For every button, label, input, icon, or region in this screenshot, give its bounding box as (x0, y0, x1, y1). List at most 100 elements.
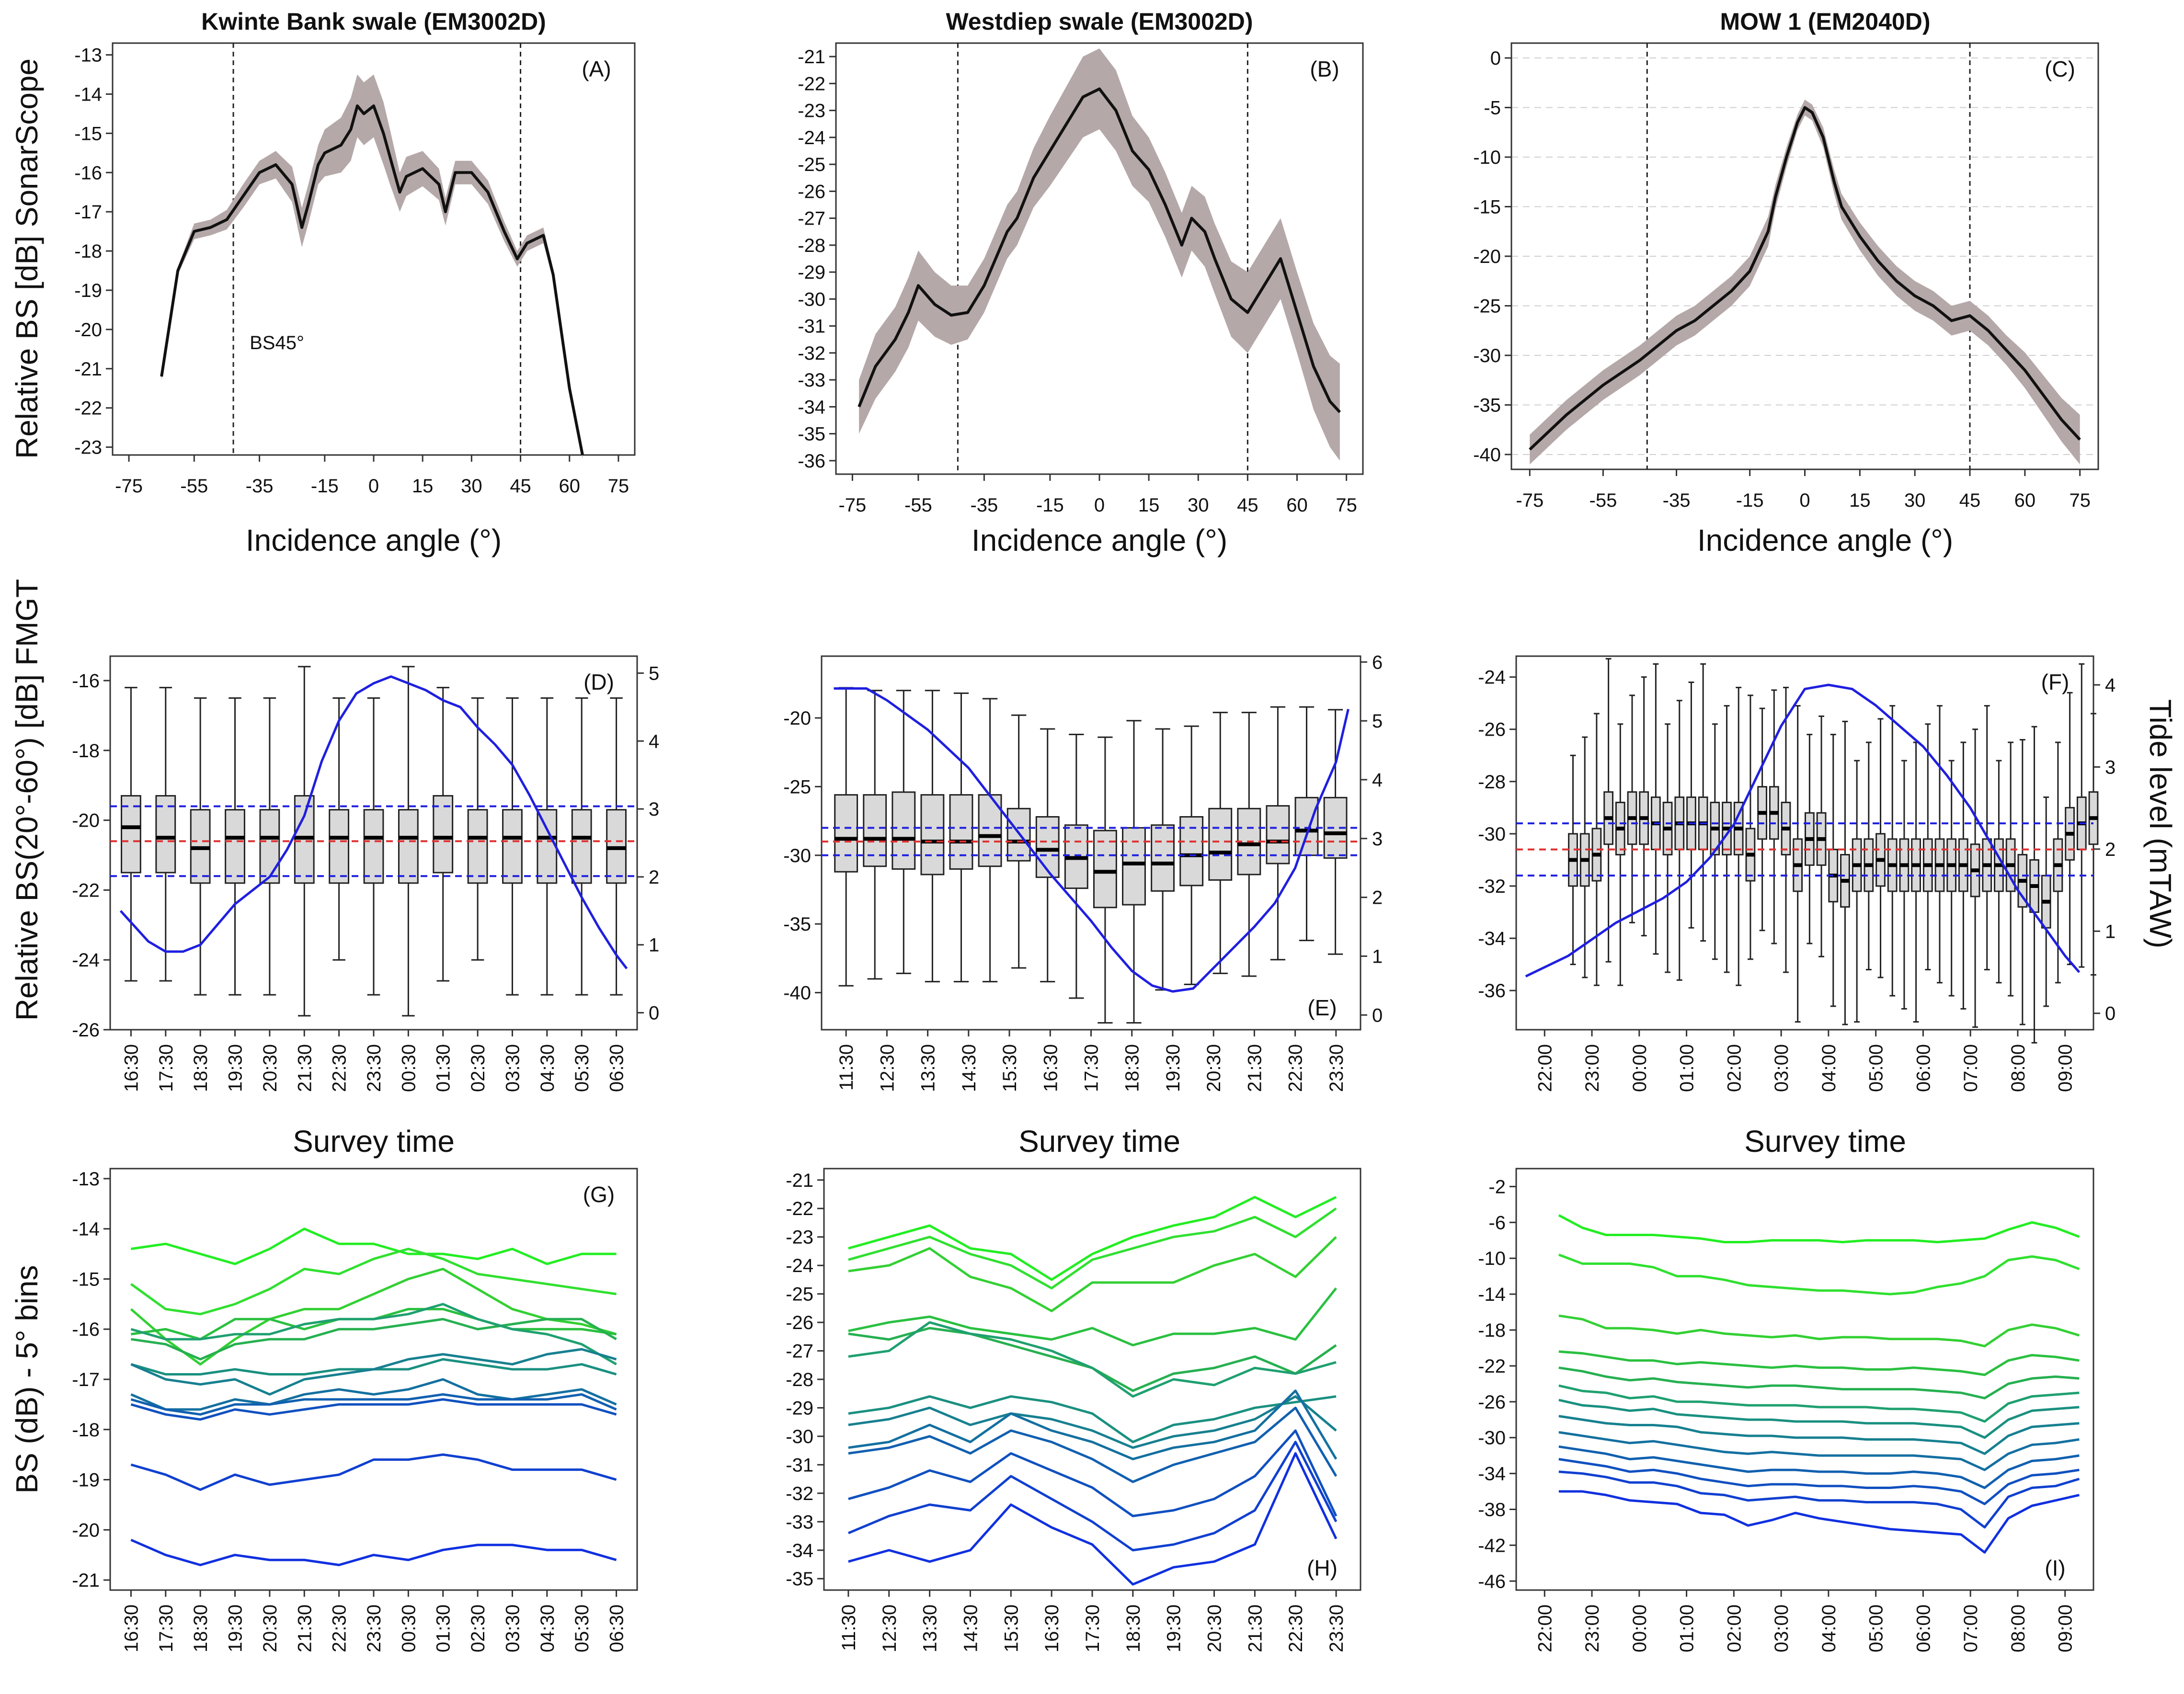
x-tick-label-E: 22:30 (1285, 1044, 1306, 1092)
y-tick-label-A: -22 (74, 398, 102, 419)
y-tick-label-F: -36 (1478, 980, 1506, 1001)
box-E (1035, 816, 1060, 878)
y-tick-label-I: -18 (1478, 1320, 1506, 1341)
x-tick-label-A: -15 (311, 476, 339, 497)
y-tick-label-H: -31 (786, 1455, 813, 1476)
bin-series-line-G (130, 1393, 617, 1416)
y2-tick-label-E: 2 (1372, 887, 1383, 909)
x-tick-label-E: 23:30 (1326, 1044, 1347, 1092)
y-tick-label-H: -23 (786, 1227, 813, 1248)
bin-series-line-I (1558, 1490, 2080, 1554)
bin-series-line-I (1558, 1415, 2080, 1455)
x-tick-label-A: -75 (115, 476, 143, 497)
panel-label-H: (H) (1307, 1556, 1338, 1580)
panel-G: -13 -14 -15 -16 -17 -18 -19 -20 -21 16:30 17:30 18:… (72, 1168, 638, 1652)
box-D (398, 809, 419, 884)
x-tick-label-D: 18:30 (190, 1044, 211, 1092)
bin-series-line-H (848, 1429, 1338, 1517)
x-tick-label-H: 16:30 (1041, 1604, 1063, 1652)
x-tick-label-B: 75 (1336, 495, 1357, 516)
x-tick-label-E: 17:30 (1081, 1044, 1102, 1092)
y-tick-label-A: -16 (74, 162, 102, 183)
y-tick-label-I: -10 (1478, 1248, 1506, 1269)
y2-tick-label-E: 1 (1372, 946, 1383, 967)
y-tick-label-I: -30 (1478, 1428, 1506, 1449)
y-tick-label-C: -25 (1473, 296, 1501, 317)
y-tick-label-I: -22 (1478, 1356, 1506, 1377)
y-tick-label-C: -35 (1473, 395, 1501, 416)
y2-tick-label-F: 1 (2105, 921, 2115, 942)
x-tick-label-C: 30 (1904, 490, 1926, 511)
bin-series-line-H (848, 1395, 1337, 1449)
panel-A: Kwinte Bank swale (EM3002D) -13 -14 -15 -16 -… (74, 8, 636, 497)
bin-series-line-H (848, 1195, 1337, 1281)
y-tick-label-B: -36 (798, 451, 825, 472)
y-tick-label-D: -22 (72, 880, 100, 901)
x-tick-label-D: 16:30 (121, 1044, 142, 1092)
x-tick-label-D: 22:30 (329, 1044, 350, 1092)
mean-curve-C (1529, 106, 2081, 451)
y-tick-label-A: -18 (74, 241, 102, 262)
y2-tick-label-D: 3 (649, 799, 659, 820)
bin-series-line-H (848, 1327, 1337, 1392)
bin-series-line-H (848, 1287, 1338, 1347)
x-tick-label-A: 15 (412, 476, 434, 497)
y2-tick-label-F: 2 (2105, 839, 2115, 860)
x-tick-label-C: 15 (1849, 490, 1871, 511)
y-tick-label-A: -14 (74, 84, 102, 105)
y-axis-title-row1: Relative BS [dB] SonarScope (10, 58, 44, 459)
x-axis-title-f: Survey time (1744, 1124, 1906, 1159)
y-tick-label-A: -21 (74, 359, 102, 380)
plot-frame-G (109, 1168, 638, 1591)
box-D (537, 809, 558, 884)
box-E (920, 794, 945, 875)
x-tick-label-E: 20:30 (1203, 1044, 1224, 1092)
panel-H: -21 -22 -23 -24 -25 -26 -27 -28 -29 -30 -31 -32 -33 -… (786, 1168, 1361, 1652)
tide-curve-F (1525, 683, 2081, 978)
y-tick-label-H: -29 (786, 1398, 813, 1419)
x-tick-label-D: 06:30 (606, 1044, 628, 1092)
bin-series-line-I (1558, 1253, 2080, 1296)
x-tick-label-F: 22:00 (1534, 1044, 1555, 1092)
y2-tick-label-F: 3 (2105, 757, 2115, 778)
box-D (571, 809, 592, 884)
box-E (1122, 827, 1146, 906)
y-tick-label-E: -25 (783, 776, 811, 797)
x-tick-label-G: 01:30 (433, 1604, 454, 1652)
y-tick-label-I: -2 (1488, 1176, 1506, 1197)
bin-series-line-G (130, 1248, 617, 1316)
y-tick-label-B: -30 (798, 289, 825, 310)
y-tick-label-H: -24 (786, 1255, 813, 1276)
x-tick-label-A: 45 (510, 476, 531, 497)
panel-label-B: (B) (1310, 57, 1339, 81)
box-E (949, 794, 973, 870)
box-D (155, 795, 176, 874)
panel-label-E: (E) (1307, 995, 1337, 1020)
y-tick-label-I: -6 (1488, 1212, 1506, 1233)
bin-series-line-I (1558, 1431, 2080, 1471)
x-tick-label-H: 12:30 (879, 1604, 900, 1652)
x-tick-label-A: -55 (180, 476, 208, 497)
x-tick-label-G: 16:30 (121, 1604, 142, 1652)
x-tick-label-G: 19:30 (225, 1604, 246, 1652)
y-tick-label-E: -20 (783, 708, 811, 729)
x-tick-label-H: 15:30 (1001, 1604, 1022, 1652)
x-tick-label-C: -35 (1663, 490, 1691, 511)
bin-series-line-I (1558, 1445, 2080, 1489)
x-tick-label-E: 16:30 (1040, 1044, 1061, 1092)
y-tick-label-A: -15 (74, 123, 102, 144)
y-tick-label-H: -28 (786, 1369, 813, 1390)
y-tick-label-I: -34 (1478, 1464, 1506, 1485)
y-tick-label-F: -28 (1478, 772, 1506, 793)
x-tick-label-G: 04:30 (537, 1604, 558, 1652)
y-tick-label-A: -17 (74, 202, 102, 223)
y2-tick-label-E: 3 (1372, 829, 1383, 850)
bin-series-line-I (1558, 1458, 2080, 1505)
annotation-A: BS45° (250, 332, 304, 353)
bin-series-line-I (1558, 1350, 2080, 1376)
x-tick-label-D: 23:30 (364, 1044, 385, 1092)
x-tick-label-G: 23:30 (364, 1604, 385, 1652)
y-tick-label-H: -27 (786, 1341, 813, 1362)
y-axis-title-row3: BS (dB) - 5° bins (10, 1265, 44, 1493)
x-tick-label-C: -75 (1516, 490, 1544, 511)
